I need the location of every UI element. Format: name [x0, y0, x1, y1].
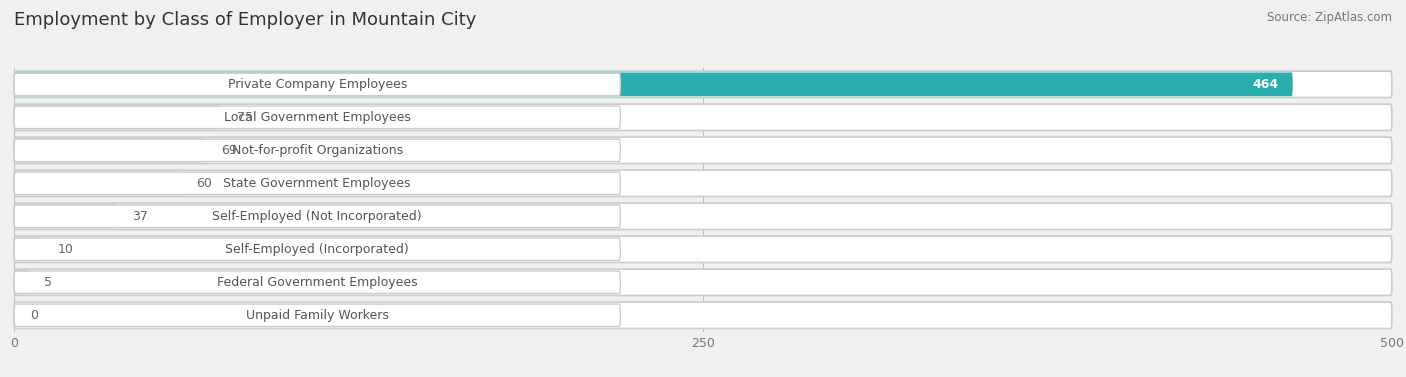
Text: 60: 60: [195, 177, 212, 190]
Text: Unpaid Family Workers: Unpaid Family Workers: [246, 309, 388, 322]
Text: 69: 69: [221, 144, 236, 157]
FancyBboxPatch shape: [14, 269, 1392, 296]
FancyBboxPatch shape: [14, 172, 620, 195]
Text: Private Company Employees: Private Company Employees: [228, 78, 406, 91]
Text: Source: ZipAtlas.com: Source: ZipAtlas.com: [1267, 11, 1392, 24]
FancyBboxPatch shape: [14, 73, 620, 96]
Text: Self-Employed (Incorporated): Self-Employed (Incorporated): [225, 243, 409, 256]
FancyBboxPatch shape: [14, 139, 620, 162]
Text: 464: 464: [1253, 78, 1279, 91]
Text: 75: 75: [238, 111, 253, 124]
FancyBboxPatch shape: [14, 71, 1392, 98]
FancyBboxPatch shape: [14, 203, 1392, 230]
Text: Federal Government Employees: Federal Government Employees: [217, 276, 418, 289]
Text: Not-for-profit Organizations: Not-for-profit Organizations: [232, 144, 402, 157]
FancyBboxPatch shape: [14, 271, 620, 293]
FancyBboxPatch shape: [14, 238, 620, 261]
Text: 0: 0: [31, 309, 38, 322]
FancyBboxPatch shape: [14, 137, 1392, 164]
FancyBboxPatch shape: [14, 106, 221, 129]
FancyBboxPatch shape: [14, 236, 1392, 262]
Text: State Government Employees: State Government Employees: [224, 177, 411, 190]
FancyBboxPatch shape: [14, 270, 28, 294]
FancyBboxPatch shape: [14, 138, 204, 162]
FancyBboxPatch shape: [14, 204, 117, 228]
FancyBboxPatch shape: [14, 205, 620, 228]
FancyBboxPatch shape: [14, 72, 1292, 96]
FancyBboxPatch shape: [14, 106, 620, 129]
FancyBboxPatch shape: [14, 238, 42, 261]
FancyBboxPatch shape: [14, 170, 1392, 196]
FancyBboxPatch shape: [14, 302, 1392, 328]
FancyBboxPatch shape: [14, 304, 620, 326]
FancyBboxPatch shape: [14, 172, 180, 195]
Text: 5: 5: [45, 276, 52, 289]
Text: Local Government Employees: Local Government Employees: [224, 111, 411, 124]
FancyBboxPatch shape: [14, 104, 1392, 130]
Text: Self-Employed (Not Incorporated): Self-Employed (Not Incorporated): [212, 210, 422, 223]
Text: 10: 10: [58, 243, 75, 256]
Text: 37: 37: [132, 210, 149, 223]
Text: Employment by Class of Employer in Mountain City: Employment by Class of Employer in Mount…: [14, 11, 477, 29]
